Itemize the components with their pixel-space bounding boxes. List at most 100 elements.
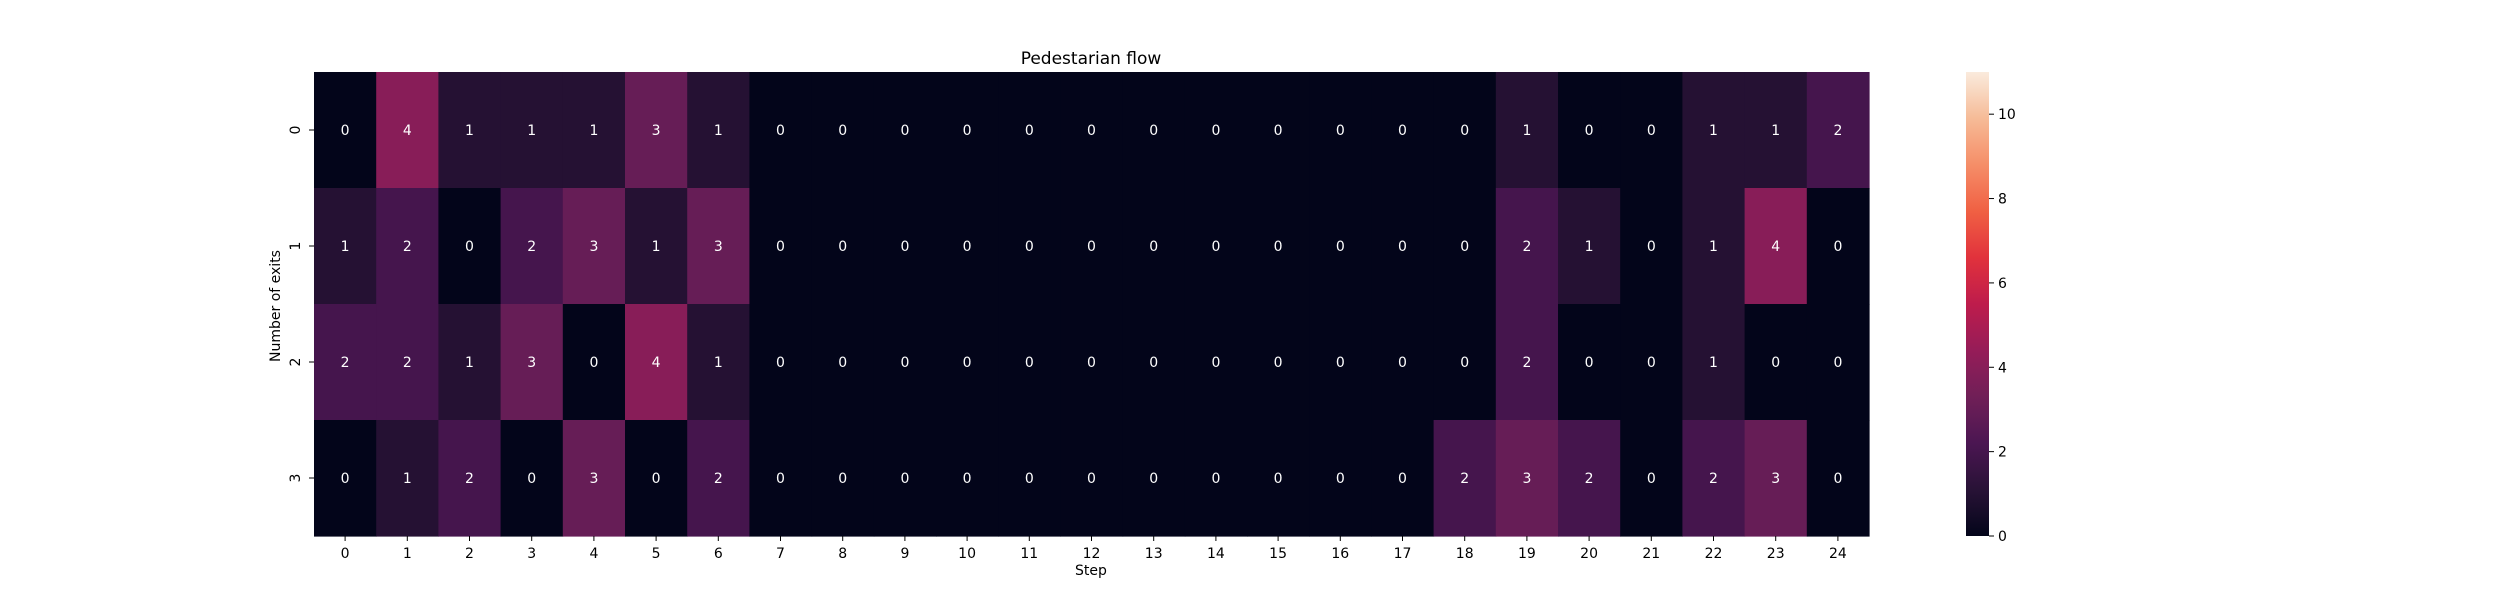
cell-value-label: 2 [714, 471, 723, 487]
heatmap-cell [687, 188, 750, 305]
heatmap-cell [1433, 72, 1497, 189]
cell-value-label: 0 [838, 355, 847, 371]
cell-value-label: 0 [1274, 123, 1283, 139]
heatmap-cell [1744, 188, 1808, 305]
heatmap-cell [1495, 188, 1559, 305]
y-axis-ticks: 0 1 2 3 [288, 126, 314, 482]
heatmap-cell [376, 72, 439, 189]
heatmap-cell [500, 188, 564, 305]
cell-value-label: 0 [1460, 123, 1469, 139]
cell-value-label: 0 [341, 471, 350, 487]
heatmap-cell [314, 188, 377, 305]
heatmap-cell [998, 72, 1061, 189]
cell-value-label: 1 [714, 355, 723, 371]
cell-value-label: 0 [589, 355, 598, 371]
x-tick-label: 2 [465, 546, 474, 562]
x-tick-label: 21 [1642, 546, 1660, 562]
heatmap-cell [811, 188, 875, 305]
heatmap-cell [1682, 188, 1746, 305]
cell-value-label: 0 [465, 239, 474, 255]
heatmap-cell [749, 188, 813, 305]
cell-value-label: 0 [1647, 355, 1656, 371]
cell-value-label: 1 [465, 355, 474, 371]
cell-value-label: 3 [527, 355, 536, 371]
heatmap-cell [1122, 420, 1186, 537]
heatmap-cell [1371, 304, 1435, 421]
cell-value-label: 1 [1522, 123, 1531, 139]
cell-value-label: 0 [776, 471, 785, 487]
x-tick-label: 11 [1020, 546, 1038, 562]
heatmap-cell [1247, 72, 1310, 189]
cell-value-label: 2 [1585, 471, 1594, 487]
heatmap-cell [1247, 420, 1310, 537]
cell-value-label: 0 [838, 471, 847, 487]
heatmap-cell [1744, 420, 1808, 537]
cell-value-label: 1 [341, 239, 350, 255]
cell-value-label: 2 [403, 355, 412, 371]
cell-value-label: 1 [1709, 355, 1718, 371]
x-tick-label: 18 [1456, 546, 1474, 562]
heatmap-cell [500, 72, 564, 189]
cell-value-label: 0 [527, 471, 536, 487]
heatmap-cell [749, 420, 813, 537]
heatmap-cell [1247, 188, 1310, 305]
x-tick-label: 10 [958, 546, 976, 562]
cell-value-label: 3 [589, 239, 598, 255]
x-tick-label: 4 [589, 546, 598, 562]
heatmap-cell [1371, 188, 1435, 305]
cell-value-label: 1 [1709, 123, 1718, 139]
cell-value-label: 2 [527, 239, 536, 255]
heatmap-cell [936, 304, 999, 421]
heatmap-cell [1433, 420, 1497, 537]
cell-value-label: 3 [652, 123, 661, 139]
cell-value-label: 0 [1460, 239, 1469, 255]
x-tick-label: 24 [1829, 546, 1847, 562]
heatmap-cell [1682, 72, 1746, 189]
cell-value-label: 0 [838, 123, 847, 139]
cell-value-label: 0 [1647, 239, 1656, 255]
cell-value-label: 0 [963, 471, 972, 487]
heatmap-cell [749, 72, 813, 189]
heatmap-cell [1806, 72, 1870, 189]
cell-value-label: 2 [1522, 239, 1531, 255]
heatmap-cell [1682, 304, 1746, 421]
y-tick-label: 1 [288, 242, 304, 251]
heatmap-cell [1122, 72, 1186, 189]
heatmap-cell [438, 72, 502, 189]
heatmap-cell [1122, 188, 1186, 305]
heatmap-cell [1620, 304, 1683, 421]
heatmap-cell [1744, 304, 1808, 421]
heatmap-cell [687, 420, 750, 537]
cell-value-label: 3 [1522, 471, 1531, 487]
cell-value-label: 0 [776, 239, 785, 255]
cell-value-label: 1 [1771, 123, 1780, 139]
cell-value-label: 0 [1647, 471, 1656, 487]
cell-value-label: 0 [963, 239, 972, 255]
heatmap-cell [500, 304, 564, 421]
cell-value-label: 0 [900, 355, 909, 371]
colorbar-tick-label: 2 [1998, 445, 2007, 461]
heatmap-cell [1495, 72, 1559, 189]
cell-value-label: 0 [900, 471, 909, 487]
cell-value-label: 3 [714, 239, 723, 255]
cell-value-label: 0 [963, 123, 972, 139]
cell-value-label: 0 [1087, 123, 1096, 139]
cell-value-label: 1 [589, 123, 598, 139]
cell-value-label: 0 [1211, 239, 1220, 255]
heatmap-cell [1682, 420, 1746, 537]
heatmap-cell [1184, 72, 1248, 189]
heatmap-cell [1620, 72, 1683, 189]
heatmap-cell [438, 188, 502, 305]
cell-value-label: 0 [1025, 123, 1034, 139]
heatmap-cell [314, 72, 377, 189]
colorbar-tick-label: 0 [1998, 529, 2007, 545]
colorbar: 0 2 4 6 8 10 [1966, 72, 2016, 545]
heatmap-cell [1558, 72, 1621, 189]
cell-value-label: 0 [1087, 471, 1096, 487]
cell-value-label: 4 [652, 355, 661, 371]
x-tick-label: 22 [1705, 546, 1723, 562]
cell-value-label: 0 [1833, 471, 1842, 487]
x-tick-label: 17 [1394, 546, 1412, 562]
cell-value-label: 2 [341, 355, 350, 371]
